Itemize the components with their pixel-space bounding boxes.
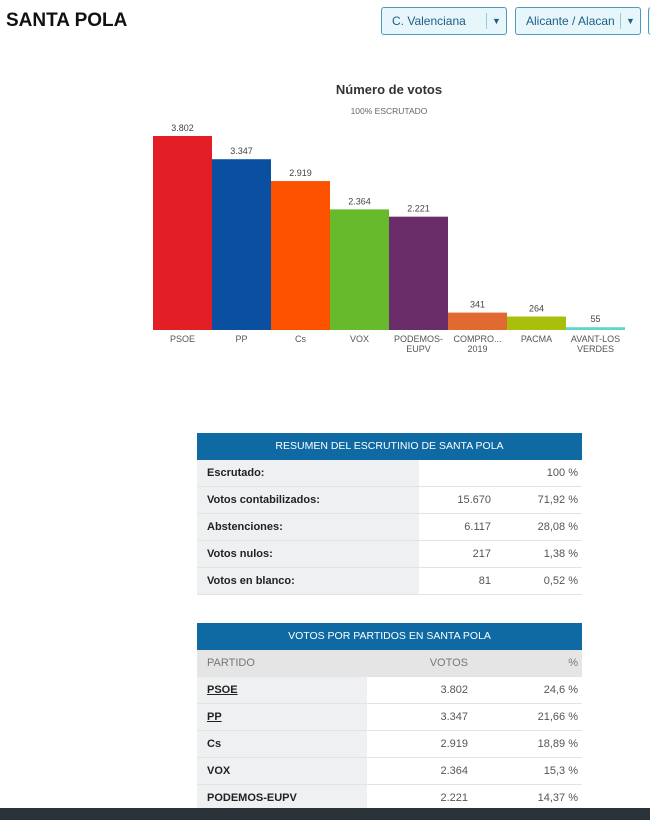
summary-row: Votos en blanco: 81 0,52 % [197,568,582,595]
party-link[interactable]: PSOE [207,684,238,696]
chevron-down-icon: ▼ [486,13,506,29]
col-header-votes: VOTOS [429,657,468,669]
bar-6 [507,316,566,330]
data-label: 2.364 [348,196,371,206]
bar-5 [448,312,507,330]
col-header-party: PARTIDO [207,657,255,669]
bar-3 [330,209,389,330]
data-label: 2.221 [407,204,430,214]
chart-subtitle: 100% ESCRUTADO [351,106,428,116]
data-label: 2.919 [289,168,312,178]
data-label: 264 [529,304,544,314]
page-title: SANTA POLA [6,10,128,31]
chart-title: Número de votos [336,82,442,97]
parties-title: VOTOS POR PARTIDOS EN SANTA POLA [197,623,582,650]
party-link: Cs [207,738,222,750]
municipality-select[interactable] [648,7,650,35]
province-select[interactable]: Alicante / Alacan ▼ [515,7,641,35]
data-label: 341 [470,300,485,310]
party-row: PODEMOS-EUPV 2.221 14,37 % [197,785,582,812]
category-label: VOX [350,334,369,344]
data-label: 3.802 [171,123,194,133]
summary-title: RESUMEN DEL ESCRUTINIO DE SANTA POLA [197,433,582,460]
data-label: 3.347 [230,146,253,156]
col-header-pct: % [568,657,578,669]
category-label: PACMA [521,334,552,344]
party-row: Cs 2.919 18,89 % [197,731,582,758]
category-label: PODEMOS-EUPV [394,334,443,354]
summary-row: Votos contabilizados: 15.670 71,92 % [197,487,582,514]
party-link: VOX [207,765,231,777]
region-select[interactable]: C. Valenciana ▼ [381,7,507,35]
bar-4 [389,216,448,330]
category-label: COMPRO... 2019 [453,334,501,354]
category-label: AVANT-LOS VERDES [571,334,620,354]
party-row: PP 3.347 21,66 % [197,704,582,731]
category-label: Cs [295,334,306,344]
votes-bar-chart: Número de votos 100% ESCRUTADO 3.802 PSOE… [153,82,625,354]
summary-row: Votos nulos: 217 1,38 % [197,541,582,568]
data-label: 55 [590,314,600,324]
summary-row: Abstenciones: 6.117 28,08 % [197,514,582,541]
category-label: PSOE [170,334,195,344]
parties-table: VOTOS POR PARTIDOS EN SANTA POLA PARTIDO… [197,623,582,812]
party-link: PODEMOS-EUPV [207,792,297,804]
party-link[interactable]: PP [207,711,222,723]
category-label: PP [235,334,247,344]
bar-1 [212,159,271,330]
bar-2 [271,181,330,330]
summary-table: RESUMEN DEL ESCRUTINIO DE SANTA POLA Esc… [197,433,582,595]
party-row: PSOE 3.802 24,6 % [197,677,582,704]
bar-7 [566,327,625,330]
taskbar [0,808,650,820]
bar-0 [153,136,212,330]
party-row: VOX 2.364 15,3 % [197,758,582,785]
chevron-down-icon: ▼ [620,13,640,29]
summary-row: Escrutado: 100 % [197,460,582,487]
